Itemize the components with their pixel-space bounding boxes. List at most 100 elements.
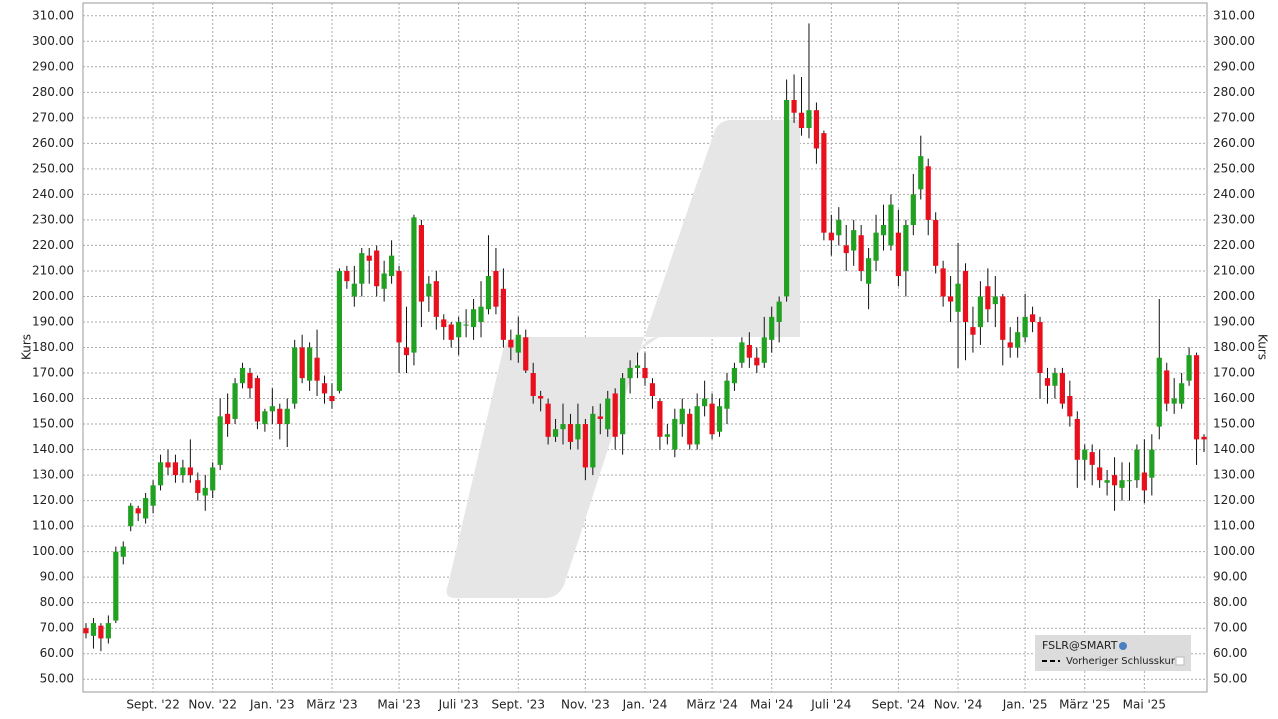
candle-body bbox=[851, 230, 857, 251]
candle-body bbox=[1037, 321, 1043, 374]
y2-tick-label: 120.00 bbox=[1213, 493, 1255, 507]
candle-body bbox=[687, 413, 693, 445]
candle-body bbox=[888, 204, 894, 246]
x-tick-label: Jan. '24 bbox=[622, 698, 668, 712]
y2-tick-label: 200.00 bbox=[1213, 289, 1255, 303]
candle-body bbox=[247, 373, 253, 389]
candle-body bbox=[776, 301, 782, 322]
candle-body bbox=[798, 112, 805, 129]
candle-body bbox=[1126, 480, 1133, 482]
y-tick-label: 300.00 bbox=[32, 34, 74, 48]
candle-body bbox=[806, 110, 812, 129]
candle-body bbox=[828, 232, 834, 241]
candle-body bbox=[463, 324, 469, 326]
candle-body bbox=[1119, 480, 1125, 488]
watermark-logo bbox=[446, 120, 800, 598]
candle-body bbox=[754, 357, 760, 366]
y-tick-label: 80.00 bbox=[40, 595, 74, 609]
x-tick-label: Sept. '23 bbox=[492, 698, 546, 712]
x-tick-label: März '25 bbox=[1059, 698, 1110, 712]
legend-label: FSLR@SMART bbox=[1042, 639, 1118, 652]
candle-body bbox=[672, 418, 678, 450]
candle-body bbox=[1201, 436, 1207, 440]
candle-body bbox=[143, 498, 149, 519]
candle-body bbox=[739, 342, 745, 363]
candle-body bbox=[165, 462, 171, 468]
candle-body bbox=[374, 250, 380, 287]
candle-body bbox=[135, 508, 141, 514]
candle-body bbox=[239, 367, 246, 384]
y2-tick-label: 220.00 bbox=[1213, 238, 1255, 252]
candle-body bbox=[724, 380, 730, 409]
x-tick-label: Nov. '22 bbox=[188, 698, 237, 712]
x-tick-label: Mai '25 bbox=[1123, 698, 1166, 712]
candle-body bbox=[1029, 314, 1036, 322]
candle-body bbox=[627, 367, 633, 379]
candle-body bbox=[180, 467, 186, 476]
candle-body bbox=[314, 357, 320, 381]
candle-body bbox=[1156, 357, 1162, 427]
y2-tick-label: 280.00 bbox=[1213, 85, 1255, 99]
candle-body bbox=[552, 429, 559, 437]
legend-checkbox[interactable] bbox=[1175, 656, 1185, 666]
y-tick-label: 260.00 bbox=[32, 136, 74, 150]
candle-body bbox=[784, 99, 790, 297]
y2-tick-label: 70.00 bbox=[1213, 621, 1247, 635]
candle-body bbox=[1000, 296, 1006, 340]
candle-body bbox=[970, 327, 976, 335]
candle-body bbox=[597, 416, 603, 419]
candle-body bbox=[709, 403, 715, 435]
candle-body bbox=[1022, 316, 1028, 338]
y-tick-label: 190.00 bbox=[32, 314, 74, 328]
candle-body bbox=[1074, 418, 1080, 460]
candle-body bbox=[202, 487, 208, 496]
candle-body bbox=[307, 347, 313, 381]
candle-body bbox=[575, 424, 581, 440]
candle-body bbox=[657, 401, 663, 437]
candle-body bbox=[448, 324, 454, 340]
x-tick-label: März '24 bbox=[686, 698, 737, 712]
y-tick-label: 160.00 bbox=[32, 391, 74, 405]
x-tick-label: Nov. '23 bbox=[561, 698, 610, 712]
candle-body bbox=[620, 378, 626, 435]
candle-body bbox=[1015, 332, 1021, 348]
y2-tick-label: 140.00 bbox=[1213, 442, 1255, 456]
candle-body bbox=[1186, 355, 1192, 381]
y-tick-label: 280.00 bbox=[32, 85, 74, 99]
candle-body bbox=[262, 411, 268, 425]
candle-body bbox=[605, 398, 611, 430]
y2-tick-label: 60.00 bbox=[1213, 646, 1247, 660]
y-tick-label: 130.00 bbox=[32, 468, 74, 482]
y-tick-label: 290.00 bbox=[32, 59, 74, 73]
x-tick-label: Jan. '25 bbox=[1002, 698, 1048, 712]
candle-body bbox=[769, 316, 775, 340]
candle-body bbox=[284, 408, 290, 425]
candle-body bbox=[210, 467, 216, 491]
candle-body bbox=[254, 378, 261, 422]
candle-body bbox=[277, 408, 283, 425]
candle-body bbox=[1193, 355, 1200, 440]
x-tick-label: Sept. '24 bbox=[872, 698, 926, 712]
candle-body bbox=[172, 462, 179, 476]
y2-tick-label: 250.00 bbox=[1213, 161, 1255, 175]
x-tick-label: Jan. '23 bbox=[249, 698, 295, 712]
y-tick-label: 150.00 bbox=[32, 417, 74, 431]
candle-body bbox=[508, 339, 514, 348]
candle-body bbox=[1007, 342, 1013, 348]
x-tick-label: Mai '23 bbox=[377, 698, 420, 712]
y2-tick-label: 160.00 bbox=[1213, 391, 1255, 405]
candle-body bbox=[500, 288, 506, 340]
candle-body bbox=[918, 156, 924, 190]
candle-body bbox=[821, 133, 827, 233]
candle-body bbox=[962, 270, 969, 322]
x-tick-label: Juli '23 bbox=[438, 698, 479, 712]
x-tick-label: Juli '24 bbox=[810, 698, 851, 712]
candle-body bbox=[1171, 398, 1177, 404]
y-tick-label: 70.00 bbox=[40, 621, 74, 635]
candle-body bbox=[90, 623, 97, 636]
candle-body bbox=[538, 395, 544, 399]
y2-tick-label: 260.00 bbox=[1213, 136, 1255, 150]
candle-body bbox=[269, 406, 275, 412]
y2-tick-label: 190.00 bbox=[1213, 314, 1255, 328]
candle-body bbox=[128, 505, 134, 527]
